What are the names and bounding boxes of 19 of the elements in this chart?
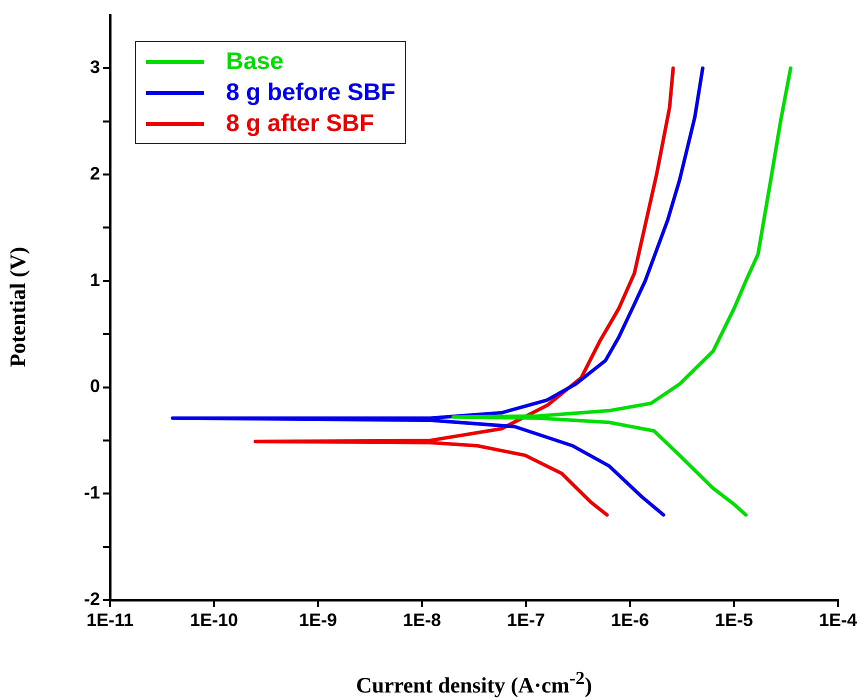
x-tick-label: 1E-7: [506, 610, 546, 630]
legend-label: Base: [226, 48, 284, 76]
legend-label: 8 g after SBF: [226, 110, 374, 138]
y-tick-label: 0: [90, 376, 100, 396]
x-tick-label: 1E-8: [402, 610, 442, 630]
y-tick-label: 3: [90, 57, 100, 78]
y-tick-label: -2: [84, 588, 100, 609]
y-tick-label: 1: [90, 270, 100, 290]
x-tick-label: 1E-4: [818, 610, 858, 630]
x-tick-label: 1E-11: [86, 610, 134, 630]
x-tick-label: 1E-10: [190, 610, 238, 630]
x-axis-title: Current density (A·cm$^{-2}$): [356, 668, 592, 698]
legend-label: 8 g before SBF: [226, 78, 396, 106]
x-tick-label: 1E-5: [714, 610, 754, 630]
y-axis-title: Potential (V): [5, 246, 31, 368]
x-tick-label: 1E-6: [610, 610, 650, 630]
x-tick-label: 1E-9: [298, 610, 338, 630]
y-tick-label: 2: [90, 164, 100, 184]
y-tick-label: -1: [84, 482, 100, 503]
